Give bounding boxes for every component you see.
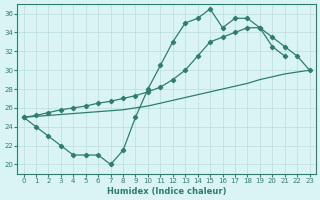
X-axis label: Humidex (Indice chaleur): Humidex (Indice chaleur): [107, 187, 226, 196]
